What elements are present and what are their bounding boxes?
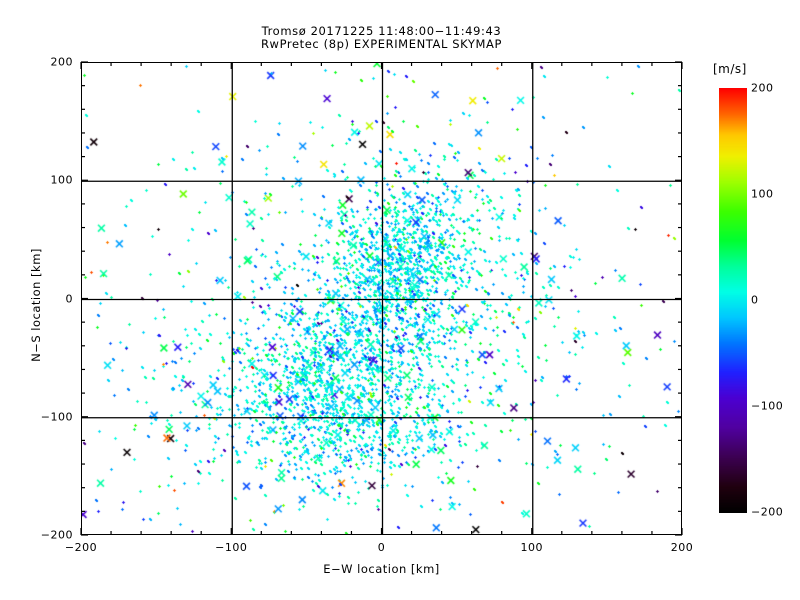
title-line-1: Tromsø 20171225 11:48:00−11:49:43 [261, 24, 502, 38]
x-tick-100: 100 [520, 541, 543, 554]
x-axis-title: E−W location [km] [323, 562, 440, 576]
colorbar-tick--100: −100 [751, 399, 784, 413]
scatter-plot-canvas [82, 63, 681, 534]
colorbar: −200 −100 0 100 200 [719, 82, 799, 519]
colorbar-tick-200: 200 [751, 81, 774, 95]
x-tick--100: −100 [215, 541, 248, 554]
plot-area [81, 62, 682, 535]
page-title: Tromsø 20171225 11:48:00−11:49:43 RwPret… [81, 25, 682, 51]
y-tick-200: 200 [50, 55, 73, 69]
colorbar-gradient [719, 88, 747, 513]
colorbar-title: [m/s] [713, 62, 747, 76]
x-tick-0: 0 [377, 541, 386, 554]
y-tick--100: −100 [40, 410, 73, 424]
x-tick-200: 200 [670, 541, 694, 554]
y-axis-title: N−S location [km] [29, 248, 43, 362]
y-tick-0: 0 [65, 292, 73, 305]
colorbar-tick-0: 0 [751, 293, 759, 307]
x-tick--200: −200 [64, 541, 98, 554]
colorbar-tick--200: −200 [751, 505, 784, 519]
y-tick--200: −200 [40, 528, 73, 542]
colorbar-tick-100: 100 [751, 187, 774, 201]
y-tick-100: 100 [50, 173, 73, 187]
title-line-2: RwPretec (8p) EXPERIMENTAL SKYMAP [260, 37, 503, 51]
